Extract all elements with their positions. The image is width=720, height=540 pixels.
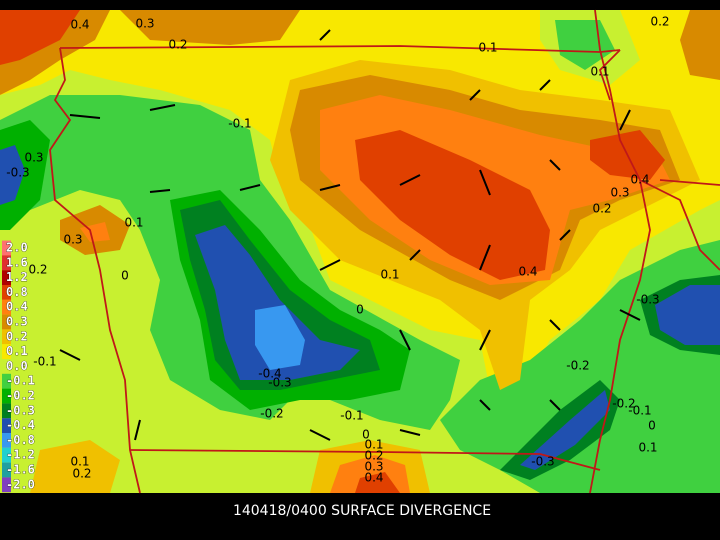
contour-label: 0.1 [124,216,143,230]
contour-label: 0.2 [592,202,611,216]
legend-swatch [2,359,11,374]
wind-barbs [59,29,641,441]
legend-label: 1.6 [6,255,28,269]
legend-swatch [2,299,11,315]
legend-swatch [2,418,11,433]
contour-label: 0 [121,269,129,283]
contour-label: -0.3 [6,166,29,180]
contour-label: 0.4 [518,265,537,279]
contour-label: -0.1 [33,355,56,369]
contour-label: 0.2 [650,15,669,29]
legend-label: -0.8 [6,433,35,447]
legend-swatch [2,403,11,419]
contour-label: 0.1 [380,268,399,282]
legend-label: -2.0 [6,477,35,491]
legend-swatch [2,329,11,345]
contour-label: 0.3 [63,233,82,247]
contour-label: -0.3 [531,455,554,469]
contour-label: 0.1 [70,455,89,469]
contour-label: 0.1 [590,65,609,79]
legend-swatch [2,477,11,493]
contour-label: 0.4 [364,471,383,485]
contour-label: -0.3 [268,376,291,390]
contour-label: 0.3 [364,460,383,474]
contour-label: 0.4 [70,18,89,32]
legend-label: -0.1 [6,374,35,388]
contour-label: -0.3 [636,293,659,307]
legend-label: -0.3 [6,403,35,417]
legend: 2.01.61.20.80.40.30.20.10.0-0.1-0.2-0.3-… [2,240,35,493]
contour-label: -0.1 [628,404,651,418]
contour-label: 0 [648,419,656,433]
contour-label: 0.1 [364,438,383,452]
contour-label: 0.4 [630,173,649,187]
legend-swatch [2,344,11,359]
legend-label: -0.4 [6,418,35,432]
contour-label: -0.2 [260,407,283,421]
legend-label: 0.0 [6,359,28,373]
contour-label: 0 [356,303,364,317]
contour-label: 0.3 [24,151,43,165]
contour-label: -0.4 [258,367,281,381]
contour-labels: 0.4 0.30.2 0.10.20.1-0.10.3-0.30.10.30.2 0 0… [6,15,669,485]
legend-swatch [2,462,11,478]
legend-swatch [2,314,11,330]
legend-swatch [2,388,11,404]
legend-label: 2.0 [6,241,28,255]
legend-label: -1.6 [6,463,35,477]
contour-label: 0.3 [610,186,629,200]
contour-label: 0.2 [168,38,187,52]
legend-label: 0.1 [6,344,28,358]
contour-label: 0.1 [638,441,657,455]
contour-label: -0.2 [612,397,635,411]
contour-label: -0.2 [566,359,589,373]
legend-swatch [2,447,11,463]
legend-label: 0.4 [6,300,28,314]
contour-label: 0.2 [72,467,91,481]
map-title: 140418/0400 SURFACE DIVERGENCE [233,503,491,519]
legend-label: -0.2 [6,389,35,403]
legend-label: 1.2 [6,270,28,284]
contour-label: -0.1 [228,117,251,131]
legend-swatch [2,285,11,300]
legend-swatch [2,240,11,256]
contour-label: 0.2 [28,263,47,277]
legend-label: -1.2 [6,448,35,462]
legend-label: 0.8 [6,285,28,299]
legend-swatch [2,373,11,389]
legend-swatch [2,270,11,285]
legend-label: 0.2 [6,329,28,343]
contour-label: 0.1 [478,41,497,55]
map-field [0,10,720,493]
legend-label: 0.3 [6,315,28,329]
contour-label: -0.1 [340,409,363,423]
legend-swatch [2,255,11,271]
contour-label: 0.2 [364,449,383,463]
contour-label: 0.3 [135,17,154,31]
legend-swatch [2,433,11,448]
state-borders [49,9,720,494]
contour-label: 0 [362,428,370,442]
